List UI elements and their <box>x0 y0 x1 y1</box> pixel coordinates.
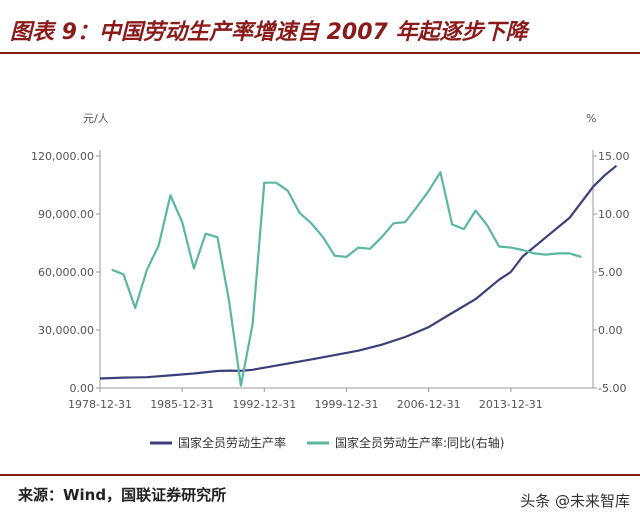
x-axis-tick-label: 1978-12-31 <box>68 398 132 411</box>
source-note: 来源：Wind，国联证券研究所 <box>18 486 227 504</box>
right-axis-tick-label: -5.00 <box>598 382 626 395</box>
right-axis-tick-label: 10.00 <box>598 208 630 221</box>
x-axis-tick-label: 2006-12-31 <box>397 398 461 411</box>
legend-label: 国家全员劳动生产率:同比(右轴) <box>335 435 504 450</box>
x-axis-tick-label: 1985-12-31 <box>150 398 214 411</box>
left-axis-tick-label: 0.00 <box>70 382 95 395</box>
left-axis-tick-label: 60,000.00 <box>38 266 94 279</box>
x-axis-tick-label: 1999-12-31 <box>315 398 379 411</box>
legend-label: 国家全员劳动生产率 <box>178 435 286 450</box>
chart-canvas: 元/人 % 120,000.00 90,000.00 60,000.00 30,000… <box>31 112 630 450</box>
watermark: 头条 @未来智库 <box>520 492 630 510</box>
series-line-yoy <box>111 171 582 387</box>
title-rule <box>0 52 640 54</box>
left-axis-tick-label: 30,000.00 <box>38 324 94 337</box>
right-axis-tick-label: 0.00 <box>598 324 623 337</box>
left-axis-tick-label: 120,000.00 <box>31 150 94 163</box>
x-axis-tick-label: 1992-12-31 <box>232 398 296 411</box>
x-axis-tick-label: 2013-12-31 <box>479 398 543 411</box>
chart-series-group <box>99 164 618 387</box>
chart-legend: 国家全员劳动生产率 国家全员劳动生产率:同比(右轴) <box>150 435 504 450</box>
figure-title: 图表 9：中国劳动生产率增速自 2007 年起逐步下降 <box>10 20 528 45</box>
right-axis-tick-label: 5.00 <box>598 266 623 279</box>
series-line-productivity <box>99 164 618 380</box>
source-rule <box>0 474 640 476</box>
chart-axes: 120,000.00 90,000.00 60,000.00 30,000.00 0.0… <box>31 150 630 411</box>
left-axis-tick-label: 90,000.00 <box>38 208 94 221</box>
left-axis-unit: 元/人 <box>83 112 109 125</box>
right-axis-tick-label: 15.00 <box>598 150 630 163</box>
right-axis-unit: % <box>586 112 596 125</box>
